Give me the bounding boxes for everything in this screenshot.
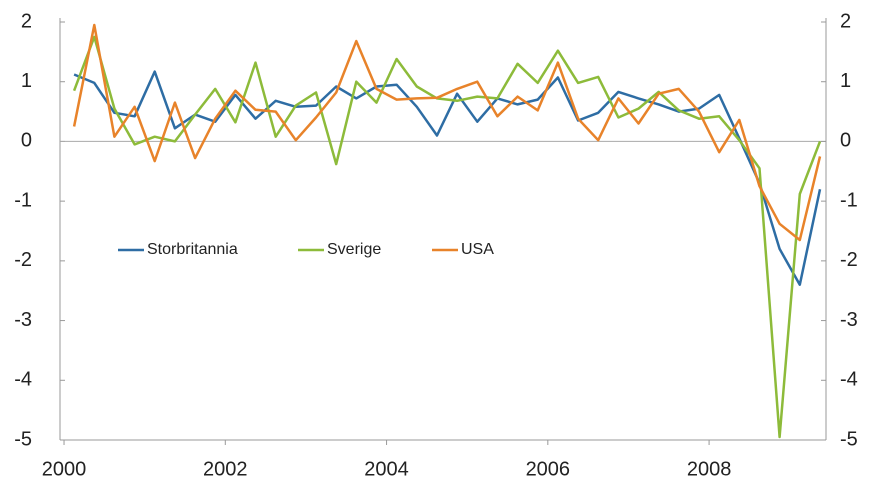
y2-tick-label: 2 [840, 10, 851, 32]
y2-tick-label: 0 [840, 130, 851, 152]
series-line [72, 35, 822, 439]
y2-tick-label: -4 [840, 369, 858, 391]
x-tick-label: 2008 [687, 458, 732, 480]
y2-tick-label: -2 [840, 249, 858, 271]
y-tick-label: -1 [14, 189, 32, 211]
y2-tick-label: -1 [840, 189, 858, 211]
y-tick-label: -4 [14, 369, 32, 391]
x-tick-label: 2004 [364, 458, 409, 480]
y-tick-label: -3 [14, 309, 32, 331]
y2-tick-label: -5 [840, 428, 858, 450]
x-tick-label: 2000 [42, 458, 87, 480]
legend-label: Storbritannia [147, 241, 238, 258]
legend-label: Sverige [327, 241, 381, 258]
series-line [72, 23, 822, 242]
y2-tick-label: -3 [840, 309, 858, 331]
y-tick-label: 2 [21, 10, 32, 32]
y-tick-label: -2 [14, 249, 32, 271]
legend-label: USA [461, 241, 494, 258]
y-tick-label: 0 [21, 130, 32, 152]
y-tick-label: 1 [21, 70, 32, 92]
x-tick-label: 2006 [526, 458, 571, 480]
x-tick-label: 2002 [203, 458, 248, 480]
y2-tick-label: 1 [840, 70, 851, 92]
y-tick-label: -5 [14, 428, 32, 450]
